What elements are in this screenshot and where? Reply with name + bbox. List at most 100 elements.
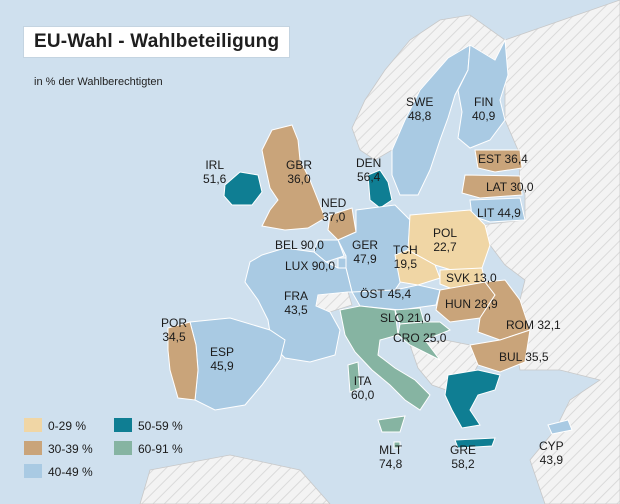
country-label-fra: FRA 43,5 [284,289,308,317]
country-code: POR [161,316,188,330]
legend-item-40-49: 40-49 % [24,464,93,479]
legend-label: 30-39 % [48,442,93,456]
country-code: NED [321,196,347,210]
legend-item-0-29: 0-29 % [24,418,86,433]
country-code: IRL [205,158,225,172]
legend-label: 60-91 % [138,442,183,456]
country-value: 60,0 [351,388,375,402]
country-code: SVK [446,271,471,285]
country-shape-est [474,149,523,173]
country-label-gbr: GBR 36,0 [286,158,312,186]
country-value: 28,9 [474,297,498,311]
country-shape-cyp [547,419,573,435]
country-code: GBR [286,158,313,172]
map-subtitle: in % der Wahlberechtigten [34,76,163,88]
country-label-bul: BUL 35,5 [499,350,549,364]
country-label-pol: POL 22,7 [433,226,457,254]
country-value: 37,0 [321,210,346,224]
country-label-swe: SWE 48,8 [406,95,433,123]
legend-swatch [114,418,132,432]
country-label-ger: GER 47,9 [352,238,378,266]
legend-swatch [24,441,42,455]
country-shape-mlt [393,441,401,449]
country-code: CRO [393,331,420,345]
country-code: DEN [356,156,382,170]
country-code: GER [352,238,379,252]
country-code: GRE [450,443,477,457]
country-value: 90,0 [311,259,336,273]
country-shape-fin [457,38,509,149]
country-code: LAT [486,180,507,194]
country-label-ned: NED 37,0 [321,196,346,224]
country-code: EST [478,152,502,166]
country-shape-ita-sardinia [347,361,361,393]
country-value: 58,2 [451,457,475,471]
country-code: MLT [379,443,403,457]
country-shape-ita [339,305,431,411]
country-value: 32,1 [537,318,561,332]
country-value: 74,8 [379,457,403,471]
country-value: 43,5 [284,303,308,317]
country-code: FIN [474,95,494,109]
legend-label: 40-49 % [48,465,93,479]
country-label-bel: BEL 90,0 [275,238,324,252]
country-value: 22,7 [433,240,457,254]
country-value: 43,9 [539,453,564,467]
legend-swatch [24,464,42,478]
country-value: 90,0 [300,238,324,252]
country-value: 45,4 [387,287,412,301]
country-label-lux: LUX 90,0 [285,259,335,273]
country-label-den: DEN 56,4 [356,156,381,184]
country-code: ESP [210,345,235,359]
country-label-slo: SLO 21,0 [380,311,431,325]
country-value: 35,5 [525,350,549,364]
country-value: 44,9 [497,206,521,220]
country-shape-gre [444,369,501,429]
country-code: SWE [406,95,434,109]
country-value: 13,0 [473,271,497,285]
country-value: 36,4 [504,152,528,166]
country-shape-den [367,169,393,209]
country-label-lit: LIT 44,9 [477,206,521,220]
country-label-esp: ESP 45,9 [210,345,234,373]
country-shape-gre-crete [454,437,496,449]
country-code: TCH [393,243,418,257]
country-code: BUL [499,350,522,364]
country-label-cyp: CYP 43,9 [539,439,564,467]
country-value: 21,0 [407,311,431,325]
country-value: 30,0 [510,180,534,194]
country-code: BEL [275,238,298,252]
country-code: LIT [477,206,495,220]
country-label-ost: ÖST 45,4 [360,287,411,301]
country-shape-gbr [261,124,326,231]
country-label-rom: ROM 32,1 [506,318,561,332]
legend-item-30-39: 30-39 % [24,441,93,456]
country-value: 19,5 [393,257,418,271]
country-label-est: EST 36,4 [478,152,528,166]
legend-swatch [24,418,42,432]
country-code: SLO [380,311,405,325]
country-shape-por [167,321,199,401]
country-value: 34,5 [162,330,186,344]
country-label-irl: IRL 51,6 [203,158,226,186]
country-code: CYP [539,439,564,453]
title-box: EU-Wahl - Wahlbeteiligung [24,27,290,57]
country-value: 47,9 [353,252,377,266]
legend-label: 50-59 % [138,419,183,433]
country-label-fin: FIN 40,9 [472,95,495,123]
country-value: 40,9 [472,109,496,123]
country-code: ROM [506,318,534,332]
country-code: HUN [445,297,471,311]
country-code: LUX [285,259,309,273]
country-shape-irl [223,171,263,206]
country-shape-ita-sicily [377,415,406,433]
country-code: POL [433,226,458,240]
country-shape-bel [313,239,345,263]
country-label-mlt: MLT 74,8 [379,443,402,471]
country-shape-swe [391,44,471,196]
legend-swatch [114,441,132,455]
country-label-cro: CRO 25,0 [393,331,446,345]
country-shape-lat [461,174,523,199]
